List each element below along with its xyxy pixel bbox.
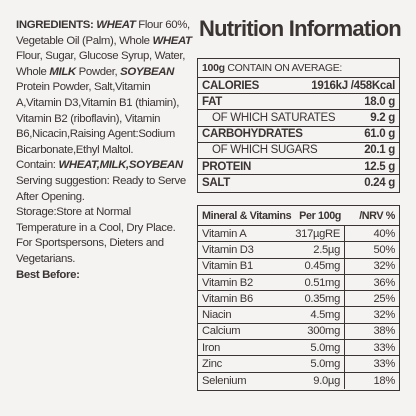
mineral-row: Vitamin B6 0.35mg 25% — [198, 291, 399, 308]
nutrition-row-fat: FAT 18.0 g — [198, 94, 399, 111]
nutrient-value: 1916kJ /458Kcal — [311, 79, 395, 92]
mineral-row: Vitamin A 317µgRE 40% — [198, 226, 399, 243]
mineral-nrv: 50% — [373, 243, 396, 256]
mineral-name: Vitamin B2 — [202, 276, 253, 289]
ingredients-part: Flour 60%, Vegetable Oil (Palm), Whole — [16, 19, 190, 47]
nutrient-label: OF WHICH SATURATES — [212, 111, 336, 124]
header-text: CONTAIN ON AVERAGE: — [224, 62, 343, 74]
nutrition-row-sugars: OF WHICH SUGARS 20.1 g — [198, 143, 399, 159]
allergen-wheat: WHEAT — [152, 34, 192, 47]
mineral-name: Calcium — [202, 325, 241, 338]
nutrient-label: OF WHICH SUGARS — [212, 144, 318, 157]
best-before-label: Best Before: — [16, 268, 80, 281]
allergen-milk: MILK — [49, 65, 76, 78]
mineral-nrv: 25% — [373, 292, 396, 305]
ingredients-part: Flour, Sugar, Glucose Syrup, Water, Whol… — [16, 50, 186, 78]
nutrient-label: SALT — [202, 177, 230, 190]
mineral-name: Vitamin A — [202, 227, 247, 240]
mineral-row: Vitamin B2 0.51mg 36% — [198, 274, 399, 292]
mineral-name: Vitamin B1 — [202, 260, 253, 273]
mineral-row: Iron 5.0mg 33% — [198, 340, 399, 357]
header-per: Per 100g — [299, 209, 341, 222]
nutrient-label: CARBOHYDRATES — [202, 128, 303, 141]
mineral-amount: 9.0µg — [313, 374, 340, 387]
nutrition-row-saturates: OF WHICH SATURATES 9.2 g — [198, 110, 399, 127]
ingredients-text: INGREDIENTS: WHEAT Flour 60%, Vegetable … — [16, 18, 192, 283]
serving-suggestion: Serving suggestion: Ready to Serve After… — [16, 174, 186, 203]
mineral-amount: 2.5µg — [313, 243, 340, 256]
contains-allergens: WHEAT,MILK,SOYBEAN — [58, 159, 183, 172]
minerals-table-header: Mineral & Vitamins Per 100g /NRV % — [198, 206, 399, 226]
contains-line: Contain: WHEAT,MILK,SOYBEAN — [16, 158, 192, 174]
mineral-row: Calcium 300mg 38% — [198, 323, 399, 341]
nutrient-label: CALORIES — [202, 79, 260, 92]
mineral-row: Selenium 9.0µg 18% — [198, 372, 399, 389]
ingredients-part: Protein Powder, Salt,Vitamin A,Vitamin D… — [16, 81, 180, 156]
nutrition-title: Nutrition Information — [199, 16, 402, 41]
mineral-nrv: 33% — [373, 341, 396, 354]
header-nrv: /NRV % — [359, 209, 395, 222]
contains-label: Contain: — [16, 159, 59, 172]
mineral-row: Zinc 5.0mg 33% — [198, 356, 399, 373]
allergen-soybean: SOYBEAN — [120, 65, 175, 78]
allergen-wheat: WHEAT — [96, 19, 136, 31]
nutrition-row-calories: CALORIES 1916kJ /458Kcal — [198, 78, 399, 95]
mineral-amount: 300mg — [307, 325, 340, 338]
mineral-nrv: 36% — [373, 276, 396, 289]
mineral-nrv: 32% — [373, 309, 396, 322]
mineral-nrv: 18% — [373, 374, 396, 387]
nutrition-row-protein: PROTEIN 12.5 g — [198, 159, 399, 176]
mineral-amount: 0.51mg — [304, 276, 340, 289]
mineral-amount: 5.0mg — [310, 358, 340, 371]
mineral-amount: 4.5mg — [310, 309, 340, 322]
nutrient-label: FAT — [202, 95, 222, 108]
mineral-nrv: 32% — [373, 260, 396, 273]
mineral-amount: 5.0mg — [310, 341, 340, 354]
nutrient-value: 9.2 g — [370, 111, 395, 124]
nutrient-value: 61.0 g — [364, 128, 395, 141]
mineral-name: Vitamin D3 — [202, 243, 254, 256]
nutrition-table: 100g CONTAIN ON AVERAGE: CALORIES 1916kJ… — [197, 58, 400, 193]
nutrient-label: PROTEIN — [202, 160, 252, 173]
ingredients-paragraph: INGREDIENTS: WHEAT Flour 60%, Vegetable … — [16, 18, 192, 158]
mineral-nrv: 33% — [373, 358, 396, 371]
mineral-name: Vitamin B6 — [202, 292, 253, 305]
mineral-amount: 317µgRE — [295, 227, 340, 240]
nutrient-value: 18.0 g — [364, 95, 395, 108]
mineral-name: Niacin — [202, 309, 232, 322]
target-audience: For Sportspersons, Dieters and Vegetaria… — [16, 237, 164, 265]
minerals-vitamins-table: Mineral & Vitamins Per 100g /NRV % Vitam… — [197, 205, 400, 391]
storage-instructions: Storage:Store at Normal Temperature in a… — [16, 206, 176, 234]
mineral-row: Niacin 4.5mg 32% — [198, 307, 399, 324]
nutrient-value: 12.5 g — [364, 160, 395, 173]
header-name: Mineral & Vitamins — [202, 209, 292, 222]
mineral-row: Vitamin B1 0.45mg 32% — [198, 258, 399, 275]
mineral-nrv: 40% — [373, 227, 396, 240]
mineral-name: Iron — [202, 341, 221, 354]
nutrition-row-salt: SALT 0.24 g — [198, 175, 399, 191]
mineral-amount: 0.45mg — [304, 260, 340, 273]
header-amount: 100g — [202, 62, 225, 74]
ingredients-part: Powder, — [75, 65, 121, 78]
ingredients-heading: INGREDIENTS: — [16, 19, 94, 31]
nutrient-value: 20.1 g — [364, 144, 395, 157]
mineral-nrv: 38% — [373, 325, 396, 338]
mineral-name: Zinc — [202, 358, 222, 371]
nutrition-row-carbohydrates: CARBOHYDRATES 61.0 g — [198, 127, 399, 143]
nutrition-table-header: 100g CONTAIN ON AVERAGE: — [198, 59, 399, 78]
mineral-row: Vitamin D3 2.5µg 50% — [198, 242, 399, 259]
mineral-amount: 0.35mg — [304, 292, 340, 305]
nutrient-value: 0.24 g — [364, 177, 395, 190]
mineral-name: Selenium — [202, 374, 247, 387]
